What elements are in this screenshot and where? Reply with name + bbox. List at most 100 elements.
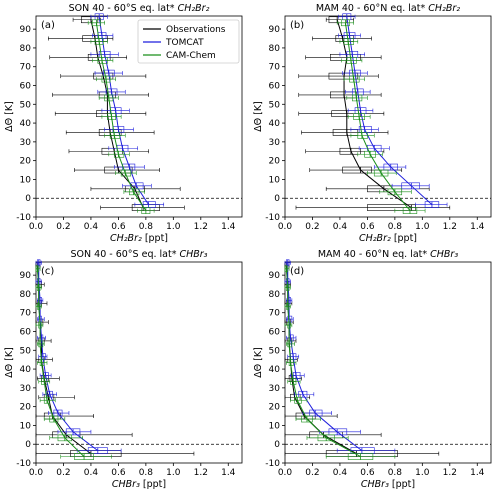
y-tick-label: 70 [269,63,281,73]
x-tick-label: 1.0 [166,468,181,478]
y-tick-label: 90 [269,25,281,35]
panel-title: SON 40 - 60°S eq. lat* CH₂Br₂ [69,3,210,14]
x-tick-label: 0.4 [84,222,99,232]
panel-title-text: MAM 40 - 60°N eq. lat* [318,249,430,260]
y-tick-label: 80 [269,44,281,54]
x-tick-label: 0.2 [56,222,70,232]
x-tick-label: 1.0 [166,222,181,232]
x-tick-label: 1.4 [470,222,485,232]
y-tick-label: 30 [20,138,32,148]
x-axis-unit: [ppt] [140,479,166,490]
iqr-box [120,169,132,177]
y-tick-label: -10 [16,459,31,469]
x-tick-label: 0.6 [111,222,126,232]
x-axis-label: CHBr₃ [ppt] [361,479,415,490]
y-tick-label: 0 [274,440,280,450]
y-tick-label: 20 [20,403,32,413]
y-tick-label: 60 [269,82,281,92]
panel-title-text: SON 40 - 60°S eq. lat* [69,3,178,14]
legend: Observations TOMCAT CAM-Chem [137,19,240,64]
series-camchem [284,265,396,460]
x-axis-species: CHBr₃ [112,479,140,490]
panel-title: MAM 40 - 60°N eq. lat* CH₂Br₂ [316,3,460,14]
x-tick-label: 0.0 [29,222,44,232]
y-tick-label: 40 [20,365,32,375]
y-tick-label: 20 [269,403,281,413]
y-axis-label: ΔΘ [K] [253,101,264,132]
x-tick-label: 1.2 [443,468,457,478]
y-tick-label: 10 [269,175,281,185]
series-camchem [336,19,426,214]
x-tick-label: 0.8 [139,222,154,232]
x-tick-label: 1.4 [221,468,236,478]
y-tick-label: -10 [265,213,280,223]
y-tick-label: -10 [16,213,31,223]
iqr-box [309,409,323,417]
x-axis-unit: [ppt] [142,233,168,244]
x-axis-label: CH₂Br₂ [ppt] [359,233,417,244]
x-axis-unit: [ppt] [391,233,417,244]
y-tick-label: 10 [269,421,281,431]
panel-d: 0.0 0.2 0.4 0.6 0.8 1.0 1.2 1.4 -10 0 10 20 30 40 50 60… [253,249,492,490]
x-tick-label: 0.4 [333,222,348,232]
y-tick-label: 80 [269,290,281,300]
panel-title-species: CH₂Br₂ [178,3,210,14]
x-tick-label: 0.8 [388,468,403,478]
y-tick-label: 50 [269,346,281,356]
panel-title-text: SON 40 - 60°S eq. lat* [71,249,180,260]
x-axis-species: CH₂Br₂ [110,233,142,244]
x-tick-label: 0.0 [278,468,293,478]
y-axis-label: ΔΘ [K] [4,101,15,132]
x-tick-label: 0.6 [360,222,375,232]
y-tick-label: 70 [269,309,281,319]
y-tick-label: 30 [20,384,32,394]
series-line [336,19,412,209]
panel-label: (d) [290,266,304,277]
panel-b: 0.0 0.2 0.4 0.6 0.8 1.0 1.2 1.4 -10 0 10 20 30 40 50 60… [253,3,492,244]
y-tick-label: 20 [269,157,281,167]
x-axis-unit: [ppt] [389,479,415,490]
y-tick-label: 80 [20,44,32,54]
y-tick-label: 50 [20,346,32,356]
panel-label: (a) [41,20,55,31]
x-tick-label: 0.0 [278,222,293,232]
series-camchem [87,19,155,214]
legend-label-observations: Observations [166,25,226,35]
y-axis-label: ΔΘ [K] [4,347,15,378]
x-tick-label: 1.0 [415,222,430,232]
series-camchem [35,265,112,460]
x-axis-species: CHBr₃ [361,479,389,490]
legend-label-tomcat: TOMCAT [165,38,204,48]
y-tick-label: 90 [20,271,32,281]
y-tick-label: 30 [269,384,281,394]
iqr-box [357,132,368,139]
iqr-box [342,166,372,174]
y-tick-label: 90 [20,25,32,35]
x-tick-label: 0.8 [139,468,154,478]
x-tick-label: 0.4 [333,468,348,478]
y-tick-label: 20 [20,157,32,167]
x-tick-label: 1.4 [221,222,236,232]
panel-title: SON 40 - 60°S eq. lat* CHBr₃ [71,249,208,260]
y-tick-label: 0 [25,194,31,204]
legend-box [137,19,240,64]
panel-title-text: MAM 40 - 60°N eq. lat* [316,3,428,14]
series-line [344,22,411,211]
y-tick-label: 10 [20,421,32,431]
panel-title-species: CH₂Br₂ [428,3,460,14]
y-tick-label: 70 [20,309,32,319]
y-tick-label: 50 [20,100,32,110]
y-tick-label: 40 [20,119,32,129]
legend-label-camchem: CAM-Chem [166,51,216,61]
series-line [36,268,85,457]
iqr-box [294,396,302,404]
iqr-box [129,188,140,196]
x-tick-label: 0.6 [111,468,126,478]
panel-label: (b) [290,20,304,31]
y-tick-label: 0 [274,194,280,204]
x-tick-label: 0.8 [388,222,403,232]
panel-label: (c) [41,266,54,277]
series-line [95,22,147,211]
y-tick-label: 60 [20,82,32,92]
